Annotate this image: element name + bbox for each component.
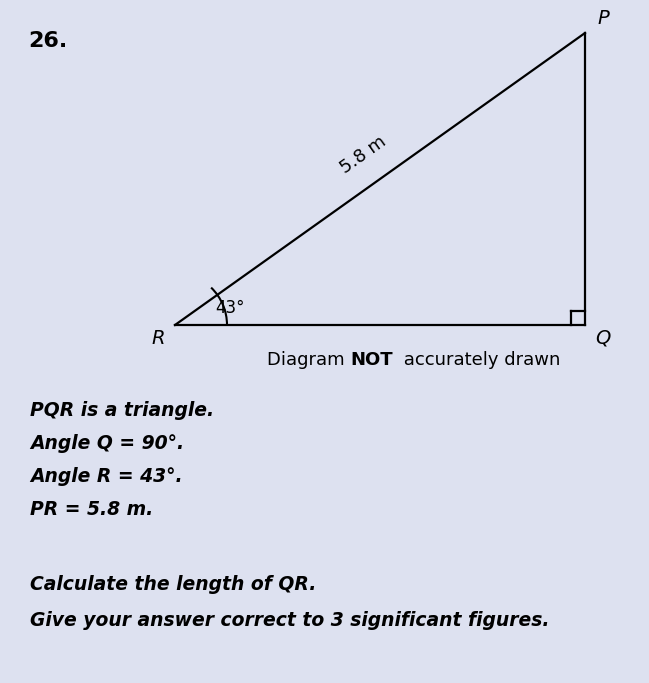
Text: 5.8 m: 5.8 m [337,133,389,178]
Text: Angle R = 43°.: Angle R = 43°. [30,467,182,486]
Text: NOT: NOT [350,351,393,369]
Text: P: P [597,9,609,28]
Text: PQR is a triangle.: PQR is a triangle. [30,401,214,420]
Text: PR = 5.8 m.: PR = 5.8 m. [30,500,153,519]
Text: accurately drawn: accurately drawn [398,351,560,369]
Text: Calculate the length of QR.: Calculate the length of QR. [30,575,316,594]
Text: 43°: 43° [215,299,245,317]
Text: Angle Q = 90°.: Angle Q = 90°. [30,434,184,453]
Text: Q: Q [595,329,610,348]
Text: Diagram: Diagram [267,351,350,369]
Text: Give your answer correct to 3 significant figures.: Give your answer correct to 3 significan… [30,611,550,630]
Text: 26.: 26. [28,31,67,51]
Text: R: R [151,329,165,348]
